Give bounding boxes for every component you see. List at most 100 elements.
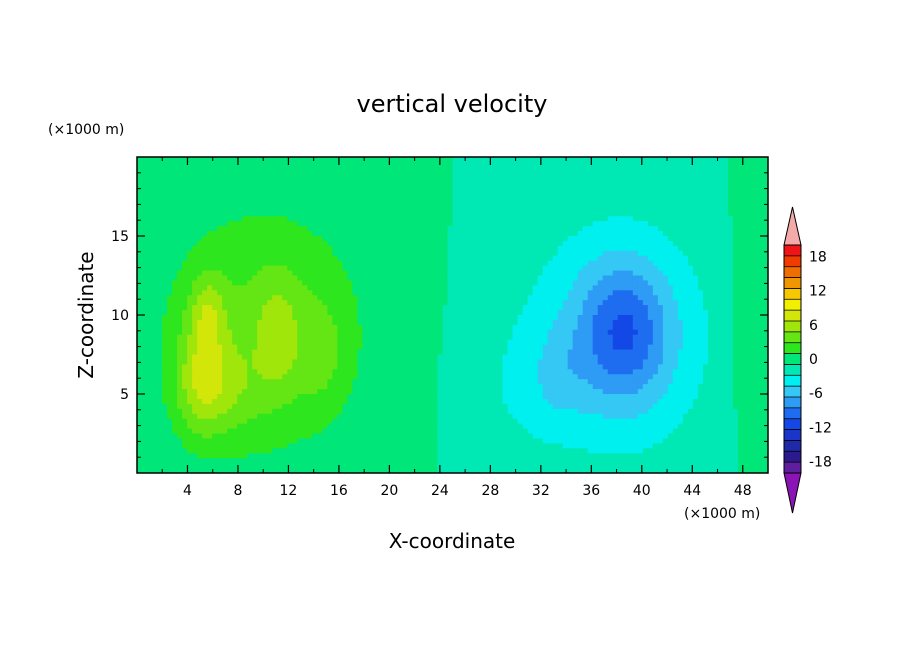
field-cell: [647, 295, 654, 301]
field-cell: [447, 285, 454, 291]
field-cell: [472, 285, 479, 291]
field-cell: [397, 171, 404, 178]
field-cell: [697, 300, 704, 306]
field-cell: [357, 181, 363, 188]
field-cell: [702, 260, 709, 267]
field-cell: [472, 201, 479, 207]
field-cell: [287, 334, 293, 341]
field-cell: [747, 176, 754, 183]
field-cell: [427, 186, 434, 193]
field-cell: [502, 166, 509, 173]
field-cell: [567, 290, 574, 296]
field-cell: [152, 310, 158, 316]
field-cell: [452, 245, 459, 252]
field-cell: [252, 300, 258, 306]
field-cell: [522, 324, 529, 331]
field-cell: [712, 245, 719, 252]
field-cell: [397, 305, 404, 311]
field-cell: [342, 260, 348, 267]
field-cell: [477, 344, 484, 351]
field-cell: [447, 349, 454, 356]
field-cell: [517, 290, 524, 296]
field-cell: [672, 300, 679, 306]
field-cell: [612, 270, 619, 277]
field-cell: [262, 181, 268, 188]
field-cell: [502, 186, 509, 193]
field-cell: [437, 206, 444, 212]
field-cell: [497, 255, 504, 262]
field-cell: [577, 196, 584, 203]
field-cell: [657, 245, 664, 252]
field-cell: [207, 329, 213, 336]
field-cell: [312, 157, 318, 163]
field-cell: [612, 265, 619, 272]
field-cell: [682, 236, 689, 242]
field-cell: [182, 305, 188, 311]
field-cell: [707, 305, 714, 311]
field-cell: [652, 300, 659, 306]
field-cell: [217, 329, 223, 336]
field-cell: [247, 206, 253, 212]
field-cell: [417, 240, 424, 247]
field-cell: [692, 181, 699, 188]
field-cell: [682, 305, 689, 311]
field-cell: [247, 295, 253, 301]
field-cell: [602, 186, 609, 193]
field-cell: [267, 329, 273, 336]
field-cell: [712, 240, 719, 247]
field-cell: [412, 226, 419, 232]
field-cell: [727, 201, 734, 207]
field-cell: [757, 300, 764, 306]
field-cell: [657, 161, 664, 168]
field-cell: [677, 245, 684, 252]
field-cell: [687, 206, 694, 212]
field-cell: [362, 329, 368, 336]
field-cell: [457, 240, 464, 247]
field-cell: [332, 250, 338, 257]
field-cell: [557, 260, 564, 267]
field-cell: [522, 265, 529, 272]
field-cell: [482, 181, 489, 188]
field-cell: [502, 255, 509, 262]
field-cell: [297, 211, 303, 217]
field-cell: [667, 270, 674, 277]
field-cell: [502, 236, 509, 242]
field-cell: [417, 196, 424, 203]
field-cell: [227, 265, 233, 272]
field-cell: [552, 226, 559, 232]
field-cell: [547, 171, 554, 178]
field-cell: [507, 157, 514, 163]
field-cell: [672, 315, 679, 321]
field-cell: [502, 171, 509, 178]
field-cell: [352, 319, 358, 326]
field-cell: [177, 324, 183, 331]
field-cell: [217, 275, 223, 282]
field-cell: [202, 176, 208, 183]
field-cell: [517, 315, 524, 321]
field-cell: [482, 305, 489, 311]
field-cell: [387, 324, 394, 331]
field-cell: [282, 270, 288, 277]
field-cell: [622, 240, 629, 247]
field-cell: [747, 295, 754, 301]
field-cell: [167, 349, 173, 356]
field-cell: [682, 295, 689, 301]
field-cell: [442, 166, 449, 173]
field-cell: [512, 231, 519, 237]
field-cell: [247, 211, 253, 217]
field-cell: [632, 196, 639, 203]
field-cell: [267, 236, 273, 242]
field-cell: [457, 300, 464, 306]
field-cell: [712, 236, 719, 242]
field-cell: [392, 221, 399, 227]
field-cell: [487, 285, 494, 291]
field-cell: [302, 275, 308, 282]
field-cell: [492, 250, 499, 257]
field-cell: [287, 191, 293, 198]
field-cell: [497, 270, 504, 277]
field-cell: [197, 240, 203, 247]
field-cell: [682, 196, 689, 203]
field-cell: [657, 240, 664, 247]
field-cell: [607, 295, 614, 301]
field-cell: [152, 300, 158, 306]
